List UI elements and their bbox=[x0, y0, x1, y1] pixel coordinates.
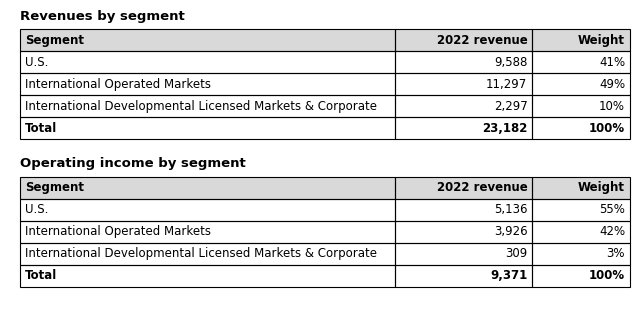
Text: International Developmental Licensed Markets & Corporate: International Developmental Licensed Mar… bbox=[25, 100, 377, 113]
Text: 3%: 3% bbox=[607, 247, 625, 260]
Bar bbox=[532, 29, 630, 51]
Text: 100%: 100% bbox=[589, 269, 625, 282]
Bar bbox=[20, 29, 630, 51]
Bar bbox=[20, 221, 395, 243]
Text: 2022 revenue: 2022 revenue bbox=[436, 34, 527, 47]
Text: 11,297: 11,297 bbox=[486, 78, 527, 91]
Text: 9,371: 9,371 bbox=[490, 269, 527, 282]
Text: 10%: 10% bbox=[599, 100, 625, 113]
Text: Weight: Weight bbox=[578, 34, 625, 47]
Text: International Operated Markets: International Operated Markets bbox=[25, 225, 211, 238]
Text: Segment: Segment bbox=[25, 181, 84, 194]
Text: 23,182: 23,182 bbox=[482, 122, 527, 135]
Bar bbox=[395, 176, 532, 199]
Bar bbox=[20, 51, 395, 73]
Bar bbox=[532, 95, 630, 117]
Bar bbox=[532, 73, 630, 95]
Text: 2022 revenue: 2022 revenue bbox=[436, 181, 527, 194]
Bar bbox=[20, 73, 395, 95]
Bar bbox=[532, 117, 630, 139]
Bar bbox=[532, 243, 630, 265]
Bar bbox=[20, 95, 395, 117]
Text: 49%: 49% bbox=[599, 78, 625, 91]
Text: Operating income by segment: Operating income by segment bbox=[20, 157, 246, 170]
Text: 309: 309 bbox=[505, 247, 527, 260]
Bar bbox=[20, 265, 395, 287]
Text: 55%: 55% bbox=[599, 203, 625, 216]
Text: Segment: Segment bbox=[25, 34, 84, 47]
Bar bbox=[532, 199, 630, 221]
Bar bbox=[395, 221, 532, 243]
Text: 100%: 100% bbox=[589, 122, 625, 135]
Bar bbox=[20, 29, 395, 51]
Text: International Operated Markets: International Operated Markets bbox=[25, 78, 211, 91]
Bar bbox=[20, 243, 395, 265]
Bar bbox=[20, 117, 395, 139]
Text: Revenues by segment: Revenues by segment bbox=[20, 10, 185, 23]
Bar bbox=[20, 176, 395, 199]
Bar bbox=[395, 51, 532, 73]
Text: 9,588: 9,588 bbox=[494, 56, 527, 69]
Bar bbox=[532, 176, 630, 199]
Bar bbox=[395, 117, 532, 139]
Bar bbox=[532, 265, 630, 287]
Bar bbox=[20, 199, 395, 221]
Text: 42%: 42% bbox=[599, 225, 625, 238]
Text: Weight: Weight bbox=[578, 181, 625, 194]
Text: 3,926: 3,926 bbox=[494, 225, 527, 238]
Bar bbox=[532, 51, 630, 73]
Text: U.S.: U.S. bbox=[25, 203, 49, 216]
Text: International Developmental Licensed Markets & Corporate: International Developmental Licensed Mar… bbox=[25, 247, 377, 260]
Bar bbox=[395, 95, 532, 117]
Text: 41%: 41% bbox=[599, 56, 625, 69]
Bar bbox=[395, 29, 532, 51]
Bar bbox=[395, 73, 532, 95]
Text: Total: Total bbox=[25, 122, 57, 135]
Text: Total: Total bbox=[25, 269, 57, 282]
Bar bbox=[395, 199, 532, 221]
Text: 2,297: 2,297 bbox=[493, 100, 527, 113]
Bar bbox=[532, 221, 630, 243]
Text: 5,136: 5,136 bbox=[494, 203, 527, 216]
Bar bbox=[20, 176, 630, 199]
Bar bbox=[395, 243, 532, 265]
Bar bbox=[395, 265, 532, 287]
Text: U.S.: U.S. bbox=[25, 56, 49, 69]
